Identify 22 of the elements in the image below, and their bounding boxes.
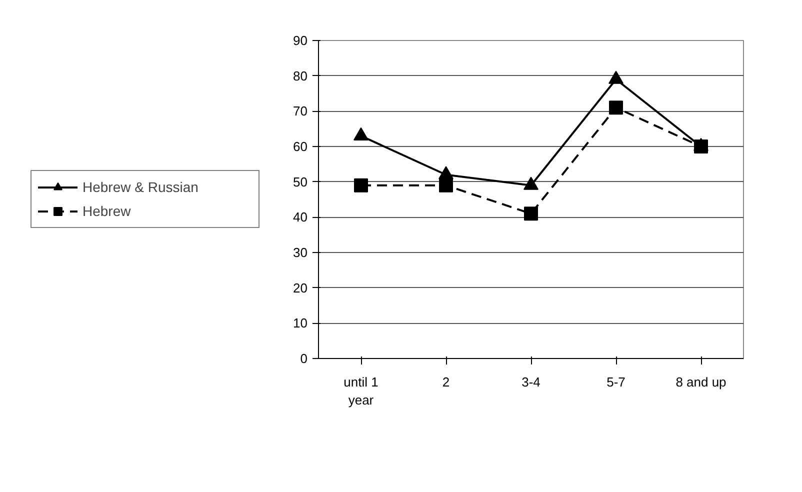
- y-tick-label: 80: [293, 68, 308, 84]
- point: [439, 178, 453, 192]
- x-tick-label: until 1 year: [344, 374, 378, 408]
- legend-label: Hebrew: [82, 203, 132, 219]
- point: [354, 127, 368, 140]
- point: [608, 70, 624, 84]
- y-tick-label: 50: [293, 174, 308, 190]
- y-tick-label: 20: [293, 280, 308, 296]
- y-tick-label: 60: [293, 139, 308, 154]
- x-tick-label: 2: [442, 374, 450, 390]
- x-tick-label: 5-7: [606, 374, 626, 390]
- y-tick-label: 70: [293, 104, 308, 119]
- y-tick-label: 90: [293, 33, 308, 48]
- y-tick-label: 30: [293, 245, 308, 260]
- point: [524, 206, 538, 221]
- y-tick-label: 10: [293, 316, 308, 331]
- x-tick-label: 8 and up: [676, 374, 726, 390]
- y-tick-label: 40: [293, 210, 308, 225]
- x-tick-label: 3-4: [522, 374, 540, 390]
- y-tick-label: 0: [300, 351, 308, 366]
- point: [354, 178, 368, 192]
- legend-label: Hebrew & Russian: [82, 179, 200, 195]
